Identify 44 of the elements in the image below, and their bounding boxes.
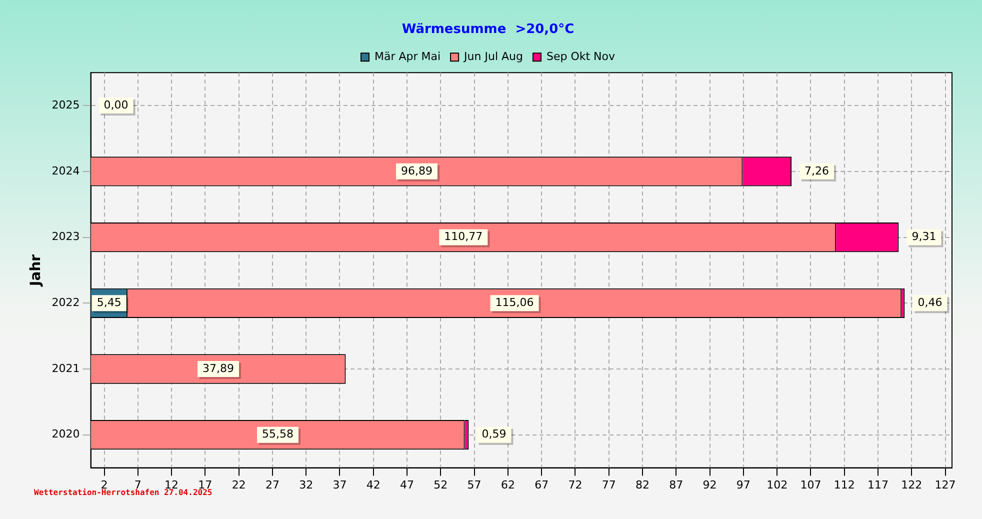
x-tick-label: 22 xyxy=(232,478,246,492)
data-label: 0,46 xyxy=(918,296,942,309)
x-tick-label: 57 xyxy=(467,478,482,492)
data-label: 9,31 xyxy=(912,230,936,244)
data-label: 55,58 xyxy=(262,428,294,441)
y-tick-label: 2024 xyxy=(52,164,80,178)
x-tick-label: 127 xyxy=(934,478,956,492)
y-tick-label: 2023 xyxy=(52,230,80,244)
y-tick-label: 2021 xyxy=(52,362,80,375)
y-tick-label: 2020 xyxy=(52,428,80,441)
x-tick-label: 97 xyxy=(736,478,750,492)
x-tick-label: 112 xyxy=(834,478,855,492)
data-label: 37,89 xyxy=(202,362,234,375)
legend-label: Jun Jul Aug xyxy=(463,50,523,63)
chart-title: Wärmesumme >20,0°C xyxy=(402,22,574,38)
x-tick-label: 47 xyxy=(400,478,414,492)
data-label: 110,77 xyxy=(444,230,483,244)
x-tick-label: 72 xyxy=(568,478,582,492)
y-axis-title: Jahr xyxy=(28,254,44,287)
legend-label: Mär Apr Mai xyxy=(374,50,441,63)
x-tick-label: 117 xyxy=(867,478,888,492)
x-tick-label: 87 xyxy=(669,478,684,492)
legend-label: Sep Okt Nov xyxy=(546,50,616,63)
data-label: 96,89 xyxy=(400,164,432,178)
x-tick-label: 92 xyxy=(702,478,717,492)
y-tick-label: 2025 xyxy=(52,98,80,112)
x-tick-label: 107 xyxy=(800,478,822,492)
x-tick-label: 67 xyxy=(534,478,549,492)
x-tick-label: 62 xyxy=(500,478,515,492)
data-label: 5,45 xyxy=(96,296,122,309)
x-tick-label: 32 xyxy=(299,478,314,492)
x-tick-label: 52 xyxy=(434,478,448,492)
x-tick-label: 37 xyxy=(332,478,347,492)
x-tick-label: 42 xyxy=(366,478,380,492)
x-tick-label: 77 xyxy=(602,478,616,492)
data-label: 115,06 xyxy=(495,296,534,309)
x-tick-label: 27 xyxy=(265,478,280,492)
x-tick-label: 122 xyxy=(901,478,922,492)
y-tick-label: 2022 xyxy=(52,296,80,309)
data-label: 0,59 xyxy=(482,428,506,441)
x-tick-label: 82 xyxy=(636,478,650,492)
data-label: 0,00 xyxy=(104,98,128,112)
x-tick-label: 102 xyxy=(766,478,788,492)
data-label: 7,26 xyxy=(804,164,830,178)
